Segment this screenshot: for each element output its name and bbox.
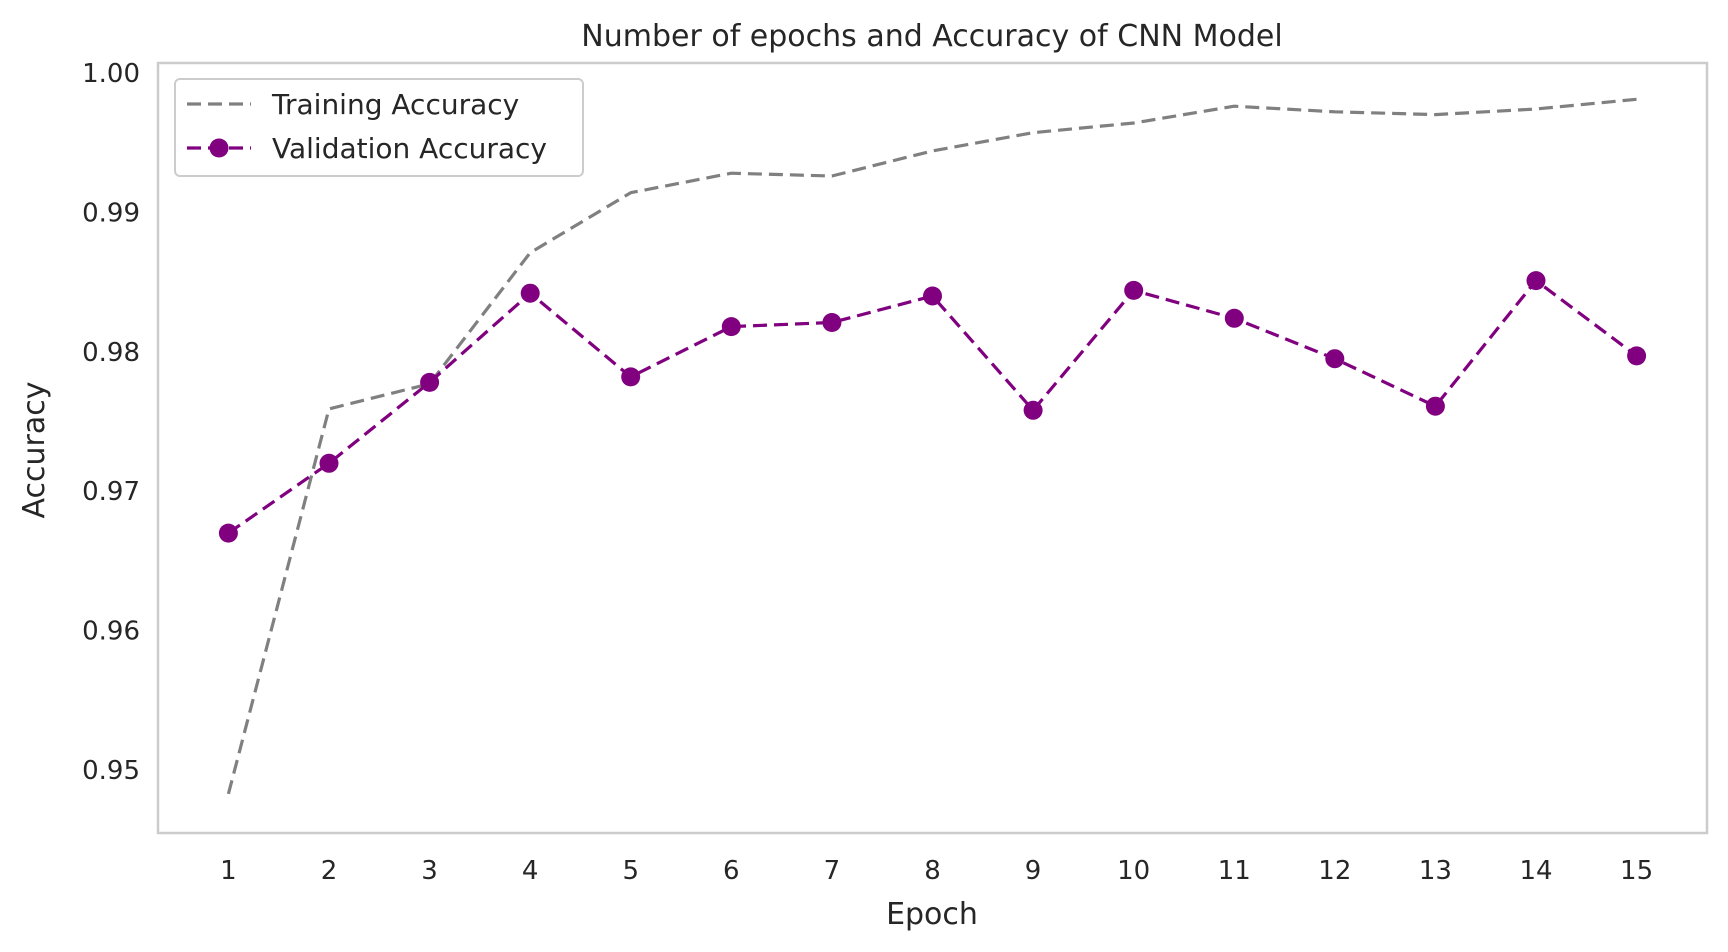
legend-marker — [209, 138, 229, 158]
legend-label: Validation Accuracy — [272, 132, 547, 165]
x-tick-label: 13 — [1419, 856, 1452, 886]
y-tick-label: 1.00 — [82, 59, 140, 89]
x-tick-label: 4 — [522, 856, 539, 886]
y-tick-label: 0.98 — [82, 338, 140, 368]
y-tick-label: 0.97 — [82, 477, 140, 507]
validation-accuracy-point — [1325, 349, 1345, 369]
x-tick-label: 15 — [1620, 856, 1653, 886]
x-axis-label: Epoch — [886, 897, 978, 932]
chart-title: Number of epochs and Accuracy of CNN Mod… — [581, 19, 1282, 54]
x-tick-label: 1 — [220, 856, 237, 886]
training-accuracy-series — [226, 97, 1637, 795]
validation-accuracy-point — [822, 313, 842, 332]
validation-accuracy-point — [721, 317, 741, 337]
x-tick-label: 12 — [1318, 856, 1351, 886]
legend-label: Training Accuracy — [271, 88, 519, 121]
x-tick-label: 5 — [622, 856, 639, 886]
x-tick-label: 11 — [1218, 856, 1251, 886]
y-tick-label: 0.96 — [82, 617, 140, 647]
x-axis-ticks: 1 2 3 4 5 6 7 8 9 10 11 12 13 14 15 — [220, 856, 1653, 886]
validation-accuracy-point — [923, 286, 942, 306]
legend-entry-validation-accuracy: Validation Accuracy — [187, 132, 547, 165]
x-tick-label: 3 — [421, 856, 438, 886]
validation-accuracy-point — [218, 523, 238, 543]
y-axis-label: Accuracy — [17, 382, 52, 519]
validation-accuracy-point — [319, 453, 339, 473]
legend: Training Accuracy Validation Accuracy — [174, 78, 584, 177]
validation-accuracy-line — [227, 279, 1638, 535]
validation-accuracy-point — [1526, 271, 1546, 291]
x-tick-label: 10 — [1117, 856, 1150, 886]
validation-accuracy-point — [520, 283, 540, 303]
legend-box — [174, 78, 584, 177]
training-accuracy-line — [226, 97, 1637, 795]
validation-accuracy-point — [1224, 308, 1244, 328]
y-tick-label: 0.95 — [82, 756, 140, 786]
x-tick-label: 7 — [824, 856, 841, 886]
validation-accuracy-series — [218, 271, 1647, 543]
y-tick-label: 0.99 — [82, 198, 140, 228]
validation-accuracy-point — [1425, 396, 1445, 416]
x-tick-label: 8 — [924, 856, 941, 886]
x-tick-label: 6 — [723, 856, 740, 886]
legend-entries: Training Accuracy Validation Accuracy — [187, 88, 547, 165]
validation-accuracy-point — [1023, 400, 1043, 420]
validation-accuracy-point — [1124, 280, 1144, 300]
x-tick-label: 2 — [321, 856, 338, 886]
validation-accuracy-point — [621, 367, 641, 387]
validation-accuracy-point — [420, 372, 440, 392]
plot-area: 0.950.960.970.980.991.00 1 2 3 4 5 6 7 8 9 10 11 12… — [82, 59, 1709, 886]
plot-frame — [156, 61, 1709, 835]
series-layer — [218, 97, 1647, 795]
validation-accuracy-point — [1627, 346, 1647, 366]
x-tick-label: 14 — [1519, 856, 1552, 886]
x-tick-label: 9 — [1025, 856, 1042, 886]
legend-entry-training-accuracy: Training Accuracy — [187, 88, 519, 121]
y-axis-ticks: 0.95 0.96 0.97 0.98 0.99 1.00 — [82, 59, 140, 786]
